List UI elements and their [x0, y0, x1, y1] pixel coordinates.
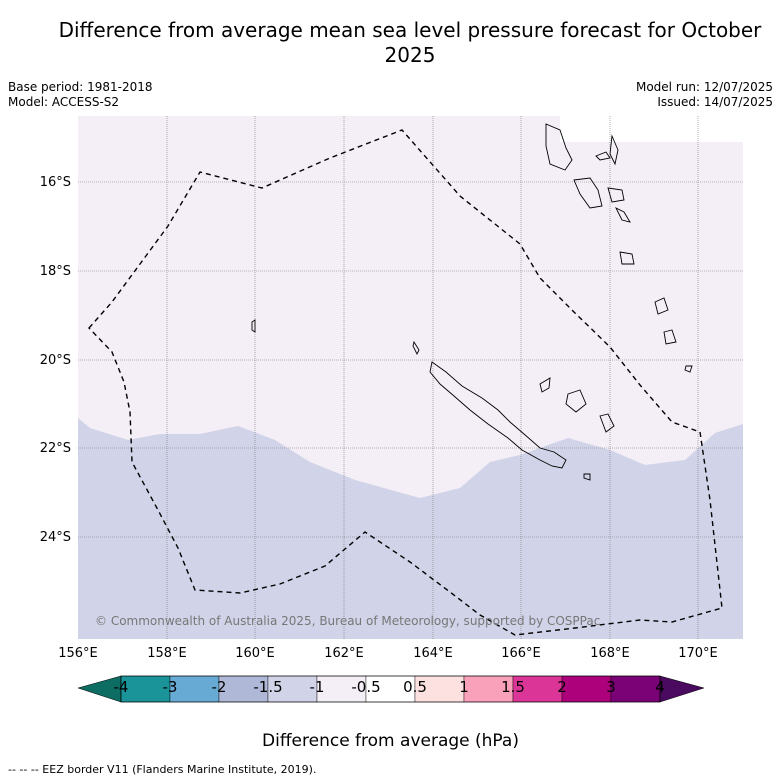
lon-tick-label: 158°E — [147, 646, 187, 661]
colorbar-frame — [120, 675, 661, 703]
base-period: Base period: 1981-2018 — [8, 80, 153, 94]
colorbar — [77, 675, 705, 703]
coastlines — [251, 123, 693, 481]
lat-tick-label: 18°S — [39, 264, 71, 279]
colorbar-over-arrow — [659, 675, 705, 703]
colorbar-cell — [561, 675, 612, 703]
colorbar-tick-label: 0.5 — [403, 678, 427, 696]
new-caledonia-island — [429, 361, 567, 469]
lat-tick-label: 24°S — [39, 530, 71, 545]
lat-tick-label: 16°S — [39, 175, 71, 190]
eez-border — [88, 129, 723, 636]
field-minus-1-5-to-minus-1 — [78, 418, 743, 639]
colorbar-cell — [610, 675, 661, 703]
lon-tick-label: 170°E — [678, 646, 718, 661]
copyright-notice: © Commonwealth of Australia 2025, Bureau… — [95, 614, 601, 628]
map-area — [78, 116, 743, 639]
vanuatu-espiritu-santo — [545, 123, 573, 171]
colorbar-tick-label: -4 — [113, 678, 129, 696]
colorbar-tick-label: -0.5 — [351, 678, 381, 696]
lon-tick-label: 160°E — [235, 646, 275, 661]
lon-tick-label: 166°E — [501, 646, 541, 661]
colorbar-cell — [414, 675, 465, 703]
colorbar-tick-label: 3 — [606, 678, 616, 696]
white-corner — [560, 116, 743, 142]
colorbar-tick-label: -3 — [162, 678, 178, 696]
meta-left: Base period: 1981-2018 Model: ACCESS-S2 — [8, 80, 153, 110]
colorbar-label: Difference from average (hPa) — [262, 731, 519, 751]
colorbar-cell — [463, 675, 514, 703]
lat-tick-label: 20°S — [39, 353, 71, 368]
lon-tick-label: 162°E — [324, 646, 364, 661]
eez-footnote: -- -- -- EEZ border V11 (Flanders Marine… — [8, 763, 317, 776]
colorbar-tick-label: 1.5 — [501, 678, 525, 696]
lon-tick-label: 156°E — [58, 646, 98, 661]
colorbar-cell — [512, 675, 563, 703]
colorbar-tick-label: -1 — [309, 678, 325, 696]
lon-tick-label: 164°E — [413, 646, 453, 661]
meta-right: Model run: 12/07/2025 Issued: 14/07/2025 — [636, 80, 773, 110]
colorbar-tick-label: 1 — [459, 678, 469, 696]
colorbar-cell — [218, 675, 269, 703]
model-name: Model: ACCESS-S2 — [8, 95, 120, 109]
issued-date: Issued: 14/07/2025 — [657, 95, 773, 109]
colorbar-cell — [267, 675, 318, 703]
colorbar-tick-label: 4 — [655, 678, 665, 696]
colorbar-tick-label: 2 — [557, 678, 567, 696]
colorbar-cell — [316, 675, 367, 703]
colorbar-cell — [365, 675, 416, 703]
model-run: Model run: 12/07/2025 — [635, 80, 773, 94]
lat-tick-label: 22°S — [39, 441, 71, 456]
colorbar-cells — [120, 675, 661, 703]
lon-tick-label: 168°E — [590, 646, 630, 661]
graticule — [78, 116, 743, 639]
colorbar-tick-label: -2 — [211, 678, 227, 696]
map-title: Difference from average mean sea level p… — [58, 18, 762, 67]
colorbar-tick-label: -1.5 — [253, 678, 283, 696]
